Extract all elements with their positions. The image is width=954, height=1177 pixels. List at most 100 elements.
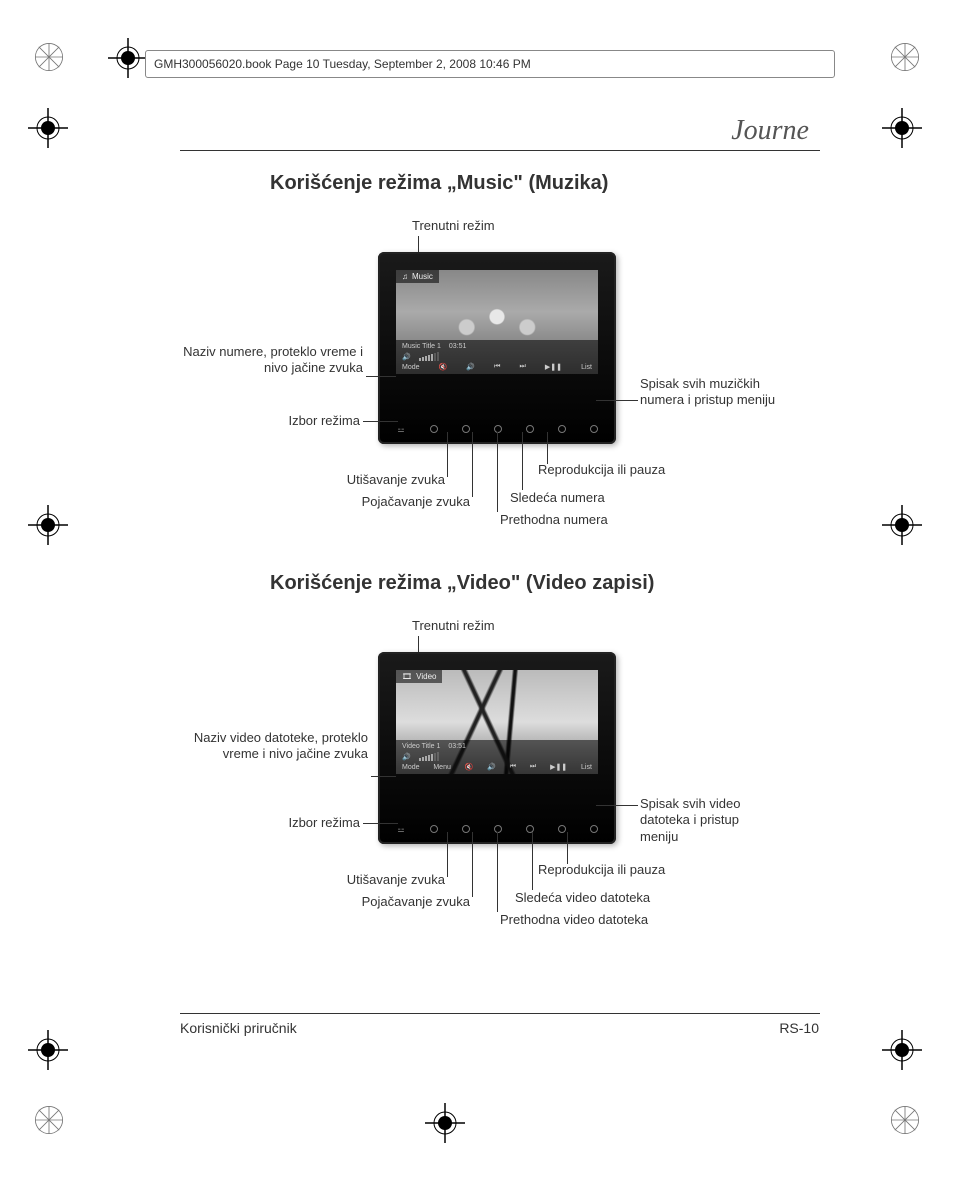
- vol-up-icon: 🔊: [487, 763, 496, 771]
- callout-vol-up-video: Pojačavanje zvuka: [310, 894, 470, 910]
- pointer-line: [567, 832, 568, 864]
- play-icon: ▶❚❚: [550, 763, 567, 771]
- track-title: Music Title 1: [402, 343, 441, 350]
- callout-prev: Prethodna numera: [500, 512, 608, 528]
- playback-overlay-video: Video Title 1 03:51 🔊 Mode Menu 🔇 🔊 ⏮ ⏭ …: [396, 740, 598, 774]
- callout-mode-select-video: Izbor režima: [240, 815, 360, 831]
- pointer-line: [472, 432, 473, 497]
- pointer-line: [366, 376, 396, 377]
- playback-overlay: Music Title 1 03:51 🔊 Mode 🔇 🔊 ⏮ ⏭ ▶❚❚ L…: [396, 340, 598, 374]
- hw-button: [430, 825, 438, 833]
- brand-logo: Journe: [731, 115, 809, 147]
- device-screen-video: 🎞 Video Video Title 1 03:51 🔊 Mode Menu …: [396, 670, 598, 774]
- bottom-mid-label: Menu: [433, 764, 451, 771]
- top-rule: [180, 150, 820, 151]
- mode-button-icon: ⚍: [396, 424, 406, 434]
- crop-mark-icon: [888, 40, 922, 74]
- pointer-line: [522, 432, 523, 490]
- hw-button: [494, 425, 502, 433]
- callout-list-menu-video: Spisak svih video datoteka i pristup men…: [640, 796, 780, 845]
- register-cross-icon: [28, 108, 68, 148]
- next-icon: ⏭: [530, 763, 536, 771]
- register-cross-icon: [882, 505, 922, 545]
- callout-mode-select: Izbor režima: [240, 413, 360, 429]
- register-cross-icon: [28, 1030, 68, 1070]
- callout-play-pause: Reprodukcija ili pauza: [538, 462, 665, 478]
- register-cross-icon: [882, 1030, 922, 1070]
- hw-button: [462, 425, 470, 433]
- hw-button: [494, 825, 502, 833]
- play-icon: ▶❚❚: [545, 363, 562, 371]
- volume-bars: [419, 352, 439, 361]
- mute-icon: 🔇: [439, 363, 448, 371]
- hw-button: [430, 425, 438, 433]
- callout-play-pause-video: Reprodukcija ili pauza: [538, 862, 665, 878]
- device-screen-music: ♫ Music Music Title 1 03:51 🔊 Mode 🔇 🔊 ⏮…: [396, 270, 598, 374]
- callout-track-info: Naziv numere, proteklo vreme i nivo jači…: [178, 344, 363, 377]
- callout-current-mode-video: Trenutni režim: [412, 618, 495, 634]
- callout-next-video: Sledeća video datoteka: [515, 890, 650, 906]
- pointer-line: [547, 432, 548, 464]
- register-cross-icon: [108, 38, 148, 78]
- pointer-line: [497, 832, 498, 912]
- hw-button: [526, 425, 534, 433]
- mode-indicator: ♫ Music: [396, 270, 439, 283]
- crop-mark-icon: [888, 1103, 922, 1137]
- next-icon: ⏭: [520, 363, 526, 371]
- section-title-video: Korišćenje režima „Video" (Video zapisi): [270, 572, 654, 595]
- footer-rule: [180, 1013, 820, 1014]
- callout-mute-video: Utišavanje zvuka: [310, 872, 445, 888]
- hw-button: [558, 825, 566, 833]
- callout-current-mode: Trenutni režim: [412, 218, 495, 234]
- bottom-right-label: List: [581, 364, 592, 371]
- bottom-left-label: Mode: [402, 364, 420, 371]
- elapsed-time-video: 03:51: [448, 743, 466, 750]
- pointer-line: [447, 432, 448, 477]
- pointer-line: [363, 421, 398, 422]
- pointer-line: [447, 832, 448, 877]
- pointer-line: [472, 832, 473, 897]
- video-icon: 🎞: [402, 672, 412, 681]
- callout-list-menu: Spisak svih muzičkih numera i pristup me…: [640, 376, 780, 409]
- bottom-right-label: List: [581, 764, 592, 771]
- register-cross-icon: [28, 505, 68, 545]
- device-frame-music: ♫ Music Music Title 1 03:51 🔊 Mode 🔇 🔊 ⏮…: [378, 252, 616, 444]
- hw-button: [558, 425, 566, 433]
- speaker-icon: 🔊: [402, 753, 411, 761]
- device-frame-video: 🎞 Video Video Title 1 03:51 🔊 Mode Menu …: [378, 652, 616, 844]
- pointer-line: [596, 805, 638, 806]
- register-cross-icon: [882, 108, 922, 148]
- callout-prev-video: Prethodna video datoteka: [500, 912, 648, 928]
- mode-text-video: Video: [416, 672, 436, 681]
- video-title: Video Title 1: [402, 743, 440, 750]
- pointer-line: [497, 432, 498, 512]
- mode-text: Music: [412, 272, 433, 281]
- pointer-line: [532, 832, 533, 890]
- hw-button: [590, 425, 598, 433]
- mute-icon: 🔇: [465, 763, 474, 771]
- bottom-left-label: Mode: [402, 764, 420, 771]
- pointer-line: [371, 776, 396, 777]
- volume-bars: [419, 752, 439, 761]
- speaker-icon: 🔊: [402, 353, 411, 361]
- prev-icon: ⏮: [510, 763, 516, 771]
- register-cross-icon: [425, 1103, 465, 1143]
- pointer-line: [363, 823, 398, 824]
- crop-mark-icon: [32, 40, 66, 74]
- footer-left: Korisnički priručnik: [180, 1020, 297, 1036]
- callout-video-info: Naziv video datoteke, proteklo vreme i n…: [178, 730, 368, 763]
- footer-right: RS-10: [779, 1020, 819, 1036]
- music-note-icon: ♫: [402, 272, 408, 281]
- hw-button: [462, 825, 470, 833]
- section-title-music: Korišćenje režima „Music" (Muzika): [270, 172, 608, 195]
- mode-indicator-video: 🎞 Video: [396, 670, 442, 683]
- prev-icon: ⏮: [494, 363, 500, 371]
- callout-vol-up: Pojačavanje zvuka: [310, 494, 470, 510]
- elapsed-time: 03:51: [449, 343, 467, 350]
- vol-up-icon: 🔊: [466, 363, 475, 371]
- hw-button: [590, 825, 598, 833]
- pointer-line: [596, 400, 638, 401]
- crop-mark-icon: [32, 1103, 66, 1137]
- page-header: GMH300056020.book Page 10 Tuesday, Septe…: [145, 50, 835, 78]
- callout-next: Sledeća numera: [510, 490, 605, 506]
